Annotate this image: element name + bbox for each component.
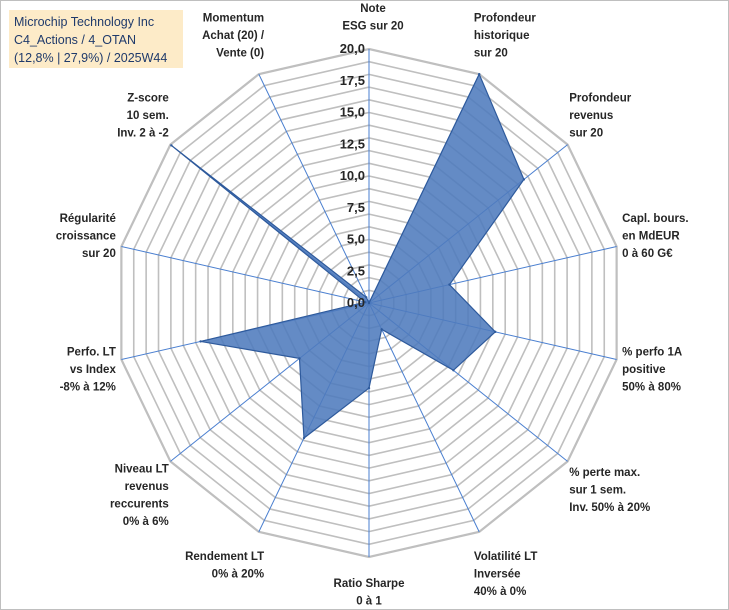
axis-label-line: Ratio Sharpe (334, 578, 405, 590)
axis-label: Ratio Sharpe 0 à 1 (334, 578, 405, 608)
axis-label-line: Z-score (127, 93, 169, 105)
axis-label-line: ESG sur 20 (342, 21, 403, 33)
axis-label: % perte max. sur 1 sem. Inv. 50% à 20% (569, 467, 650, 514)
axis-label-line: Profondeur (474, 13, 536, 25)
axis-label-line: revenus (125, 481, 169, 493)
tick-label: 5,0 (347, 232, 365, 247)
axis-label: Niveau LT revenus reccurents 0% à 6% (110, 464, 169, 528)
axis-label-line: -8% à 12% (60, 382, 116, 394)
axis-label-line: 10 sem. (127, 110, 169, 122)
axis-label: Capl. bours. en MdEUR 0 à 60 G€ (622, 213, 688, 260)
data-point (298, 357, 301, 360)
axis-label-line: 0 à 60 G€ (622, 248, 673, 260)
axis-label-line: Inv. 2 à -2 (117, 128, 169, 140)
axis-labels: Note ESG sur 20 Profondeur historique sur 20… (56, 3, 689, 608)
axis-label-line: revenus (569, 110, 613, 122)
axis-label: Profondeur revenus sur 20 (569, 93, 631, 140)
axis-label-line: Vente (0) (216, 48, 264, 60)
data-point (364, 300, 367, 304)
data-point (478, 72, 481, 76)
tick-label: 10,0 (340, 168, 365, 183)
tick-label: 17,5 (340, 73, 365, 88)
axis-label: Profondeur historique sur 20 (474, 13, 536, 60)
axis-label: Rendement LT 0% à 20% (185, 551, 264, 581)
axis-label-line: Inv. 50% à 20% (569, 502, 650, 514)
data-point (302, 436, 306, 440)
axis-label-line: Perfo. LT (67, 347, 116, 359)
axis-spoke (368, 302, 480, 533)
tick-label: 20,0 (340, 41, 365, 56)
axis-label: Perfo. LT vs Index -8% à 12% (60, 347, 117, 394)
data-point (452, 369, 455, 372)
axis-label-line: en MdEUR (622, 230, 680, 242)
axis-label: Momentum Achat (20) / Vente (0) (202, 13, 265, 60)
axis-spoke (258, 73, 370, 304)
axis-spoke (121, 245, 370, 304)
axis-label-line: positive (622, 364, 665, 376)
data-point (367, 386, 371, 390)
axis-label-line: Profondeur (569, 93, 631, 105)
data-point (199, 340, 202, 343)
axis-label-line: vs Index (70, 364, 117, 376)
data-point (170, 144, 173, 147)
axis-label: Régularité croissance sur 20 (56, 213, 116, 260)
data-point (380, 328, 383, 331)
tick-label: 12,5 (340, 136, 365, 151)
axis-label-line: Niveau LT (115, 464, 169, 476)
axis-label-line: croissance (56, 230, 116, 242)
chart-title-box: Microchip Technology Inc C4_Actions / 4_… (9, 10, 183, 68)
axis-label-line: Volatilité LT (474, 551, 537, 563)
axis-label-line: Achat (20) / (202, 30, 265, 42)
axis-label-line: Inversée (474, 568, 521, 580)
axis-label-line: sur 20 (82, 248, 116, 260)
data-point (448, 283, 451, 286)
tick-label: 2,5 (347, 263, 365, 278)
axis-label-line: Note (360, 3, 386, 15)
tick-label: 0,0 (347, 295, 365, 310)
axis-label: % perfo 1A positive 50% à 80% (622, 347, 682, 394)
axis-label-line: 50% à 80% (622, 382, 681, 394)
axis-label: Note ESG sur 20 (342, 3, 403, 33)
axis-label-line: sur 20 (474, 48, 508, 60)
axis-label-line: 40% à 0% (474, 586, 526, 598)
title-category: C4_Actions / 4_OTAN (14, 33, 137, 47)
axis-label-line: Régularité (60, 213, 116, 225)
axis-label-line: Rendement LT (185, 551, 264, 563)
series-area (171, 72, 525, 440)
axis-label-line: 0% à 6% (123, 516, 169, 528)
axis-label-line: 0% à 20% (212, 568, 264, 580)
axis-label-line: % perte max. (569, 467, 640, 479)
axis-label-line: Momentum (203, 13, 264, 25)
axis-label-line: sur 20 (569, 128, 603, 140)
tick-label: 15,0 (340, 105, 365, 120)
data-point (367, 301, 371, 305)
axis-label: Volatilité LT Inversée 40% à 0% (474, 551, 537, 598)
axis-label-line: % perfo 1A (622, 347, 682, 359)
axis-label-line: sur 1 sem. (569, 484, 626, 496)
axis-label-line: 0 à 1 (356, 596, 382, 608)
tick-label: 7,5 (347, 200, 365, 215)
axis-label-line: historique (474, 30, 530, 42)
axis-label: Z-score 10 sem. Inv. 2 à -2 (117, 93, 169, 140)
axis-label-line: reccurents (110, 499, 169, 511)
axis-label-line: Capl. bours. (622, 213, 688, 225)
title-company: Microchip Technology Inc (14, 15, 155, 29)
radar-series (170, 72, 526, 440)
data-point (522, 178, 526, 181)
radial-tick-labels: 0,0 2,5 5,0 7,5 10,0 12,5 15,0 17,5 20,0 (340, 41, 365, 310)
data-point (494, 330, 497, 334)
data-point (365, 296, 368, 299)
title-stats: (12,8% | 27,9%) / 2025W44 (14, 51, 168, 65)
